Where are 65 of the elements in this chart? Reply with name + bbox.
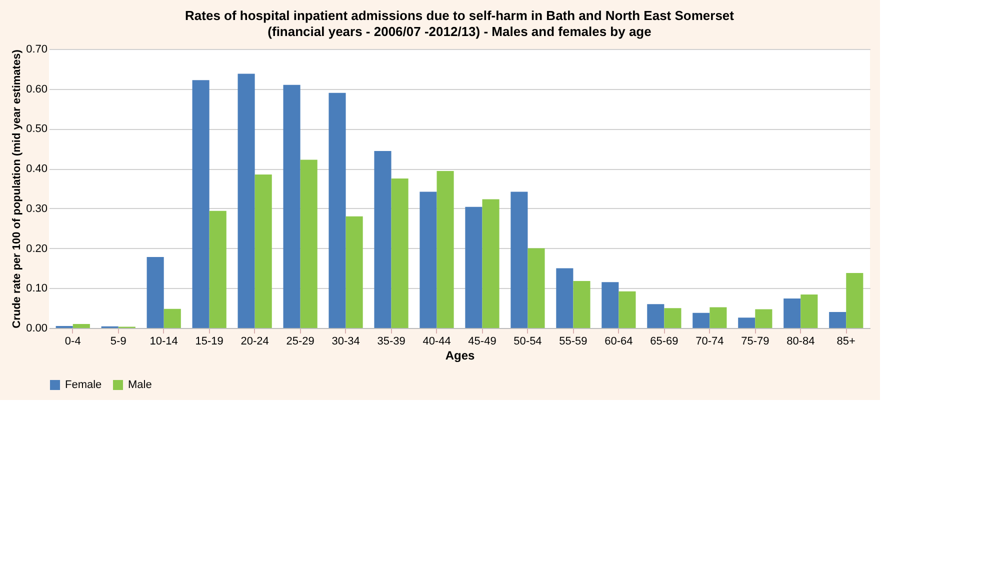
- bar: [254, 174, 272, 328]
- bar: [391, 178, 408, 328]
- bar: [618, 291, 636, 328]
- x-tick-label: 80-84: [786, 336, 815, 348]
- y-tick-label: 0.10: [26, 282, 48, 295]
- bar: [738, 318, 756, 328]
- x-axis-title: Ages: [445, 348, 475, 362]
- bar: [283, 84, 300, 328]
- bar: [556, 268, 574, 328]
- x-tick-label: 70-74: [696, 336, 724, 348]
- x-tick-label: 30-34: [332, 336, 360, 348]
- x-tick-label: 10-14: [150, 336, 178, 348]
- x-tick-label: 65-69: [650, 336, 678, 348]
- y-axis-title: Crude rate per 100 of population (mid year estimates): [11, 49, 24, 328]
- bar: [647, 304, 664, 328]
- y-tick-label: 0.70: [26, 44, 48, 56]
- bar: [374, 151, 392, 328]
- x-tick-label: 45-49: [468, 336, 496, 348]
- bar: [692, 312, 710, 328]
- bar: [829, 312, 846, 328]
- x-tick-label: 20-24: [240, 336, 269, 348]
- y-tick-label: 0.00: [26, 322, 48, 334]
- bar: [710, 307, 727, 328]
- x-tick-label: 5-9: [110, 336, 126, 348]
- x-tick-label: 85+: [836, 336, 856, 348]
- bar: [784, 298, 801, 328]
- legend-label: Male: [128, 379, 152, 391]
- bar: [420, 192, 437, 328]
- x-tick-label: 0-4: [64, 336, 81, 348]
- x-tick-label: 25-29: [286, 336, 314, 348]
- y-tick-label: 0.50: [26, 123, 48, 136]
- bar: [573, 280, 590, 328]
- x-tick-label: 15-19: [195, 336, 224, 348]
- bar: [800, 294, 818, 328]
- bar: [602, 282, 619, 328]
- bar: [755, 309, 772, 328]
- chart-title: Rates of hospital inpatient admissions due to self-harm in Bath and North East Somerset: [185, 8, 735, 23]
- bar: [72, 324, 90, 328]
- bar: [300, 160, 318, 328]
- bar: [192, 80, 210, 328]
- bar: [238, 74, 255, 328]
- bar: [328, 92, 346, 328]
- bar: [209, 210, 226, 328]
- bar: [846, 272, 864, 328]
- x-tick-label: 55-59: [559, 336, 588, 348]
- x-tick-label: 40-44: [422, 336, 451, 348]
- bar: [510, 192, 528, 328]
- bar: [528, 248, 545, 328]
- chart-subtitle: (financial years - 2006/07 -2012/13) - Males and females by age: [268, 24, 652, 39]
- x-tick-label: 50-54: [514, 336, 542, 348]
- x-tick-label: 75-79: [741, 336, 770, 348]
- bar: [482, 199, 500, 328]
- bar: [346, 216, 363, 328]
- bar: [436, 170, 454, 328]
- y-tick-label: 0.40: [26, 163, 48, 176]
- bar: [465, 206, 482, 328]
- legend-label: Female: [65, 379, 102, 391]
- y-tick-label: 0.30: [26, 202, 48, 215]
- bar: [146, 257, 164, 328]
- y-tick-label: 0.20: [26, 242, 48, 255]
- bar: [664, 308, 682, 328]
- y-tick-label: 0.60: [26, 83, 48, 96]
- x-tick-label: 60-64: [604, 336, 633, 348]
- x-tick-label: 35-39: [377, 336, 406, 348]
- bar: [164, 308, 181, 328]
